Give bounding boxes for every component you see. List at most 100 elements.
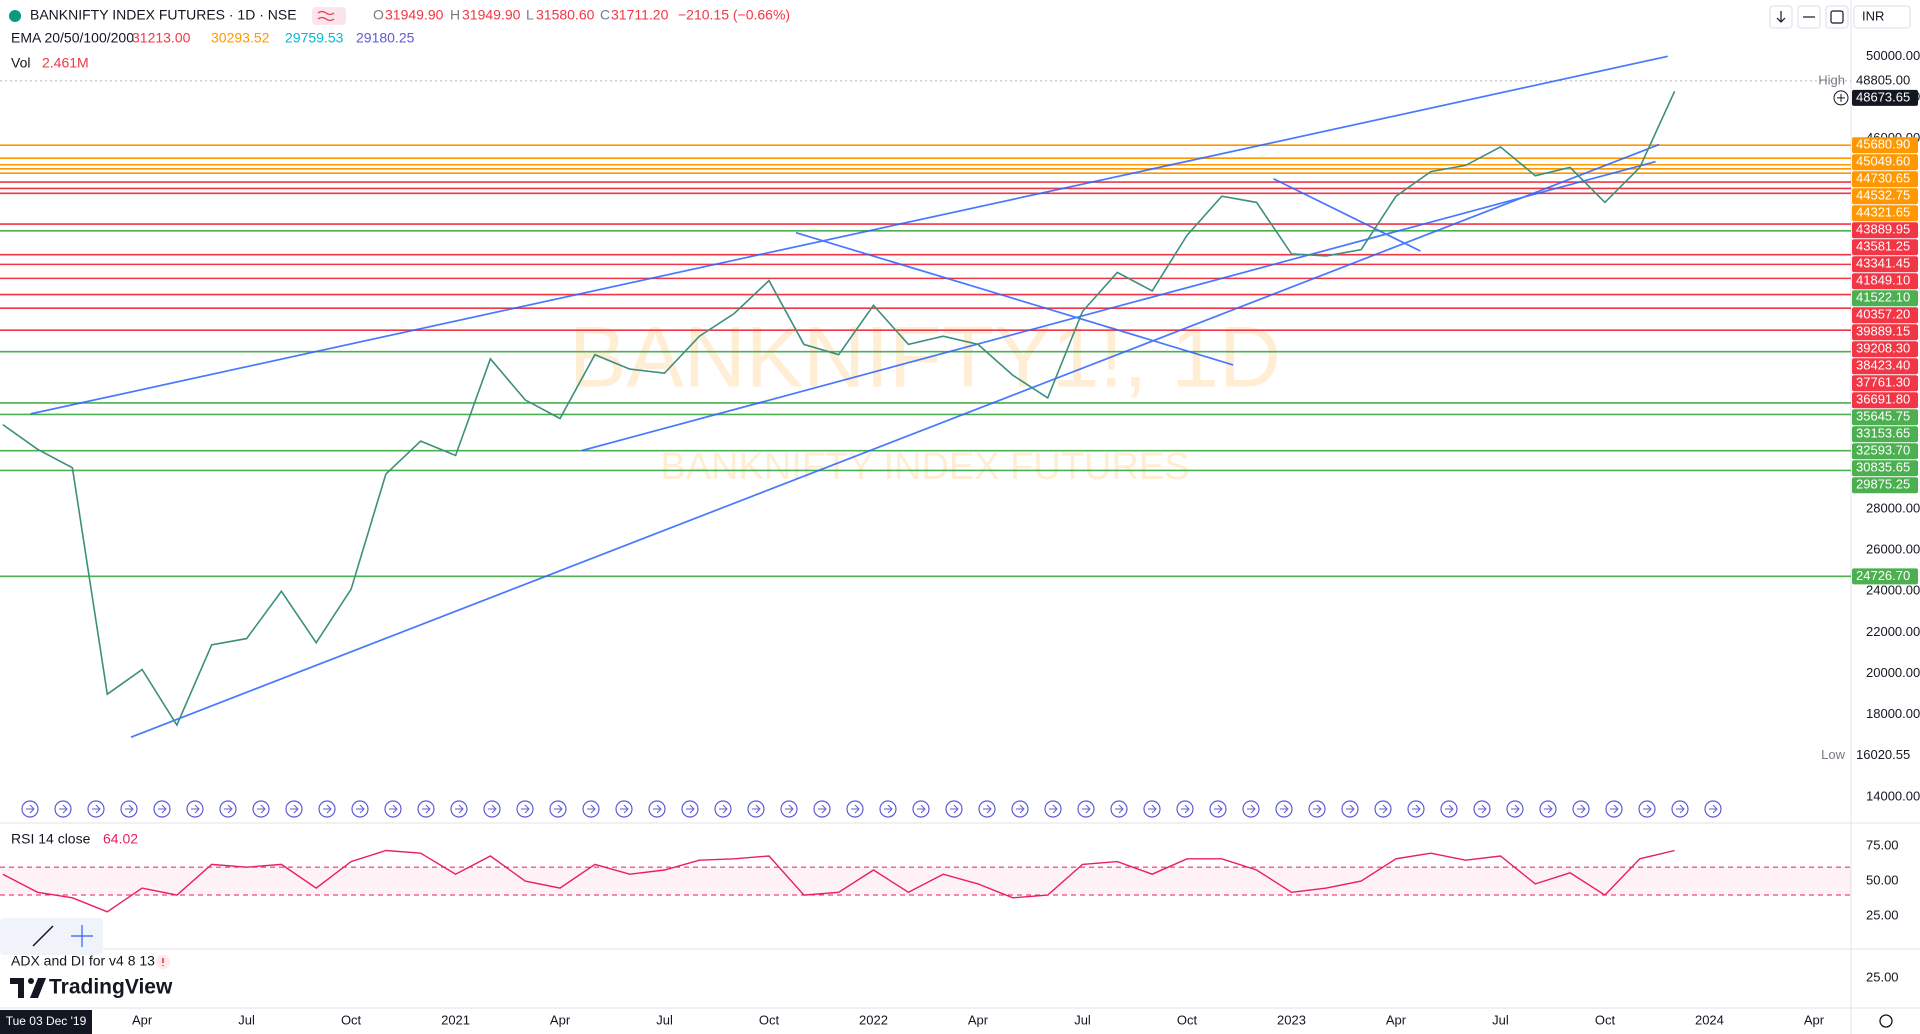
ohlc-value: 31580.60 [536, 7, 595, 23]
trend-line-tool[interactable] [32, 925, 54, 947]
price-label: 35645.75 [1856, 409, 1910, 424]
event-icon [851, 804, 860, 814]
ohlc-value: 31711.20 [611, 7, 669, 23]
trend-lines [30, 55, 1668, 738]
price-label: 45680.90 [1856, 137, 1910, 152]
event-icon [1379, 804, 1388, 814]
event-icon [950, 804, 959, 814]
watermark-description: BANKNIFTY INDEX FUTURES [660, 446, 1189, 488]
price-label-box [1852, 460, 1918, 477]
trend-line[interactable] [795, 231, 1234, 366]
trend-line[interactable] [30, 55, 1668, 415]
rsi-label[interactable]: RSI 14 close [11, 831, 91, 847]
maximize-button[interactable] [1825, 5, 1849, 29]
compare-icon [317, 10, 335, 22]
event-icon [1313, 804, 1322, 814]
event-icon [158, 804, 167, 814]
ohlc-value: 31949.90 [385, 7, 444, 23]
trend-line[interactable] [1273, 178, 1421, 252]
event-icon [917, 804, 926, 814]
rsi-tick-label: 50.00 [1866, 873, 1899, 888]
trend-line[interactable] [130, 143, 1660, 738]
x-tick-label: Oct [759, 1012, 780, 1027]
change-value: −210.15 (−0.66%) [678, 7, 790, 23]
ema-value: 29759.53 [285, 30, 344, 46]
drawing-toolbar [0, 918, 103, 955]
price-label-box [1852, 341, 1918, 358]
y-tick-label: 50000.00 [1866, 48, 1920, 63]
event-icon [488, 804, 497, 814]
event-icon [356, 804, 365, 814]
levels-layer [0, 80, 1851, 578]
event-icon [1181, 804, 1190, 814]
event-icon [1709, 804, 1718, 814]
adx-tick-label: 25.00 [1866, 969, 1899, 984]
price-label-box [1852, 426, 1918, 443]
event-icon [884, 804, 893, 814]
y-tick-label: 26000.00 [1866, 542, 1920, 557]
event-icon [92, 804, 101, 814]
event-icon [554, 804, 563, 814]
x-tick-label: 2024 [1695, 1012, 1724, 1027]
rsi-line [2, 849, 1675, 913]
top-toolbar [1769, 5, 1911, 29]
minimize-button[interactable] [1797, 5, 1821, 29]
rsi-tick-label: 25.00 [1866, 907, 1899, 922]
price-label: 43889.95 [1856, 222, 1910, 237]
event-icon [1214, 804, 1223, 814]
ohlc-label: L [526, 7, 534, 23]
price-label: 39889.15 [1856, 324, 1910, 339]
price-label-box [1852, 154, 1918, 171]
ohlc-label: O [373, 7, 384, 23]
event-icon [1610, 804, 1619, 814]
price-label: 30835.65 [1856, 460, 1910, 475]
tv-logo-icon [10, 978, 46, 998]
adx-label[interactable]: ADX and DI for v4 8 13 [11, 953, 155, 969]
settings-button[interactable] [1879, 1014, 1893, 1028]
crosshair-tool[interactable] [71, 925, 93, 947]
event-icon [1016, 804, 1025, 814]
compare-toggle[interactable] [312, 7, 346, 25]
rsi-value: 64.02 [103, 831, 138, 847]
price-label-name: High [1818, 72, 1845, 87]
price-label-box [1852, 188, 1918, 205]
price-label-box [1852, 290, 1918, 307]
event-icon [785, 804, 794, 814]
tv-logo-icon [28, 978, 34, 984]
event-icon [719, 804, 728, 814]
symbol-logo [9, 10, 21, 22]
scroll-button[interactable] [1769, 5, 1793, 29]
symbol-title[interactable]: BANKNIFTY INDEX FUTURES · 1D · NSE [30, 7, 297, 23]
x-tick-label: Oct [341, 1012, 362, 1027]
y-tick-label: 20000.00 [1866, 665, 1920, 680]
x-tick-label: Jul [238, 1012, 255, 1027]
event-icon [752, 804, 761, 814]
event-icon [983, 804, 992, 814]
price-label-box [1852, 273, 1918, 290]
ema-label[interactable]: EMA 20/50/100/200 [11, 30, 134, 46]
event-icon [323, 804, 332, 814]
price-label-box [1852, 205, 1918, 222]
vol-label[interactable]: Vol [11, 55, 30, 71]
price-label: 41522.10 [1856, 290, 1910, 305]
event-icon [686, 804, 695, 814]
event-icon [1412, 804, 1421, 814]
price-label-box [1852, 222, 1918, 239]
price-label: 44730.65 [1856, 171, 1910, 186]
price-label-box [1852, 89, 1918, 106]
tv-logo[interactable]: TradingView [49, 976, 173, 999]
ema-value: 31213.00 [132, 30, 191, 46]
trend-line[interactable] [581, 160, 1656, 452]
event-icon [224, 804, 233, 814]
x-tick-label: Apr [1804, 1012, 1825, 1027]
price-label: 16020.55 [1856, 747, 1910, 762]
price-label-box [1852, 324, 1918, 341]
price-label: 48673.65 [1856, 89, 1910, 104]
ohlc-value: 31949.90 [462, 7, 521, 23]
price-label: 32593.70 [1856, 443, 1910, 458]
rsi-tick-label: 75.00 [1866, 838, 1899, 853]
y-tick-label: 18000.00 [1866, 706, 1920, 721]
currency-button[interactable] [1853, 5, 1911, 29]
